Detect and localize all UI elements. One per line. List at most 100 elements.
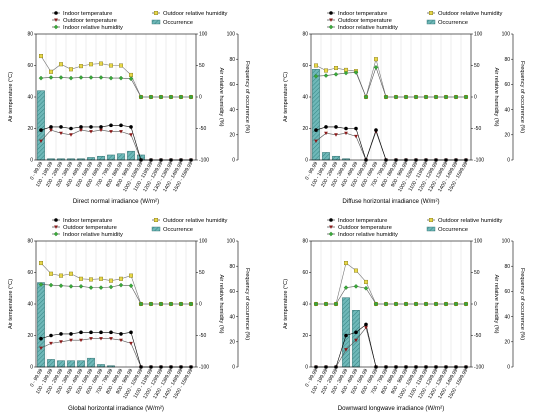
indoor-temp-point (89, 330, 93, 335)
legend-label: Outdoor relative humidity (163, 11, 228, 17)
indoor-temp-point (69, 126, 73, 131)
indoor-rh-point (98, 285, 104, 290)
outdoor-rh-point (88, 277, 93, 282)
indoor-temp-point (109, 330, 113, 335)
rh-axis-title: Air relative humidity (%) (493, 67, 499, 126)
indoor-rh-point (178, 301, 184, 307)
indoor-temp-point (59, 125, 63, 129)
temp-tick-label: 40 (302, 95, 308, 101)
freq-axis-title: Frequency of occurrence (%) (519, 61, 525, 133)
indoor-rh-point (393, 94, 399, 100)
outdoor-rh-point (363, 279, 368, 284)
indoor-temp-point (329, 218, 333, 222)
freq-tick-label: 0 (232, 365, 235, 371)
freq-tick-label: 100 (227, 32, 236, 38)
freq-tick-label: 60 (504, 82, 510, 88)
freq-tick-label: 80 (229, 264, 235, 270)
rh-tick-label: 50 (474, 270, 480, 276)
occurrence-bar (47, 359, 55, 368)
indoor-rh-point (158, 301, 164, 307)
rh-axis-title: Air relative humidity (%) (493, 274, 499, 333)
outdoor-temp-point (344, 131, 348, 136)
indoor-temp-point (39, 128, 43, 132)
indoor-rh-point (373, 301, 379, 307)
indoor-rh-point (128, 283, 134, 289)
series-line (315, 66, 466, 98)
legend-label: Indoor relative humidity (63, 232, 123, 238)
legend-occurrence-swatch (151, 226, 161, 232)
legend-label: Outdoor temperature (338, 18, 392, 24)
outdoor-temp-point (129, 341, 133, 346)
temp-tick-label: 0 (30, 158, 33, 164)
indoor-temp-point (344, 126, 348, 131)
occurrence-bar (97, 155, 105, 161)
rh-tick-label: 100 (474, 239, 483, 245)
indoor-temp-point (54, 11, 58, 15)
indoor-rh-point (363, 285, 369, 291)
indoor-temp-point (39, 336, 43, 341)
outdoor-temp-point (69, 133, 73, 137)
temp-tick-label: 40 (27, 95, 33, 101)
outdoor-rh-point (39, 54, 44, 59)
indoor-rh-point (168, 301, 174, 307)
outdoor-temp-point (99, 337, 103, 341)
temp-axis-title: Air temperature (°C) (283, 72, 289, 122)
outdoor-temp-point (59, 131, 63, 136)
outdoor-rh-point (373, 57, 378, 62)
indoor-temp-point (49, 125, 53, 129)
freq-tick-label: 20 (504, 133, 510, 139)
indoor-temp-point (129, 125, 133, 129)
outdoor-rh-point (428, 10, 433, 15)
rh-tick-label: -100 (199, 158, 209, 164)
indoor-temp-point (329, 11, 333, 15)
indoor-rh-point (148, 301, 154, 307)
legend-occurrence-swatch (151, 19, 161, 25)
legend-label: Indoor temperature (63, 218, 112, 224)
outdoor-rh-point (98, 276, 103, 281)
freq-tick-label: 0 (507, 365, 510, 371)
temp-tick-label: 60 (27, 63, 33, 69)
indoor-temp-point (374, 128, 378, 132)
occurrence-bar (332, 155, 340, 161)
indoor-rh-point (48, 282, 54, 288)
indoor-temp-point (334, 125, 338, 129)
indoor-rh-point (148, 94, 154, 100)
indoor-rh-point (78, 75, 84, 80)
freq-tick-label: 80 (504, 264, 510, 270)
indoor-rh-point (178, 94, 184, 100)
indoor-rh-point (88, 285, 94, 290)
indoor-rh-point (48, 75, 54, 80)
temp-tick-label: 80 (27, 239, 33, 245)
indoor-temp-point (79, 330, 83, 335)
indoor-temp-point (344, 333, 348, 338)
occurrence-bar (312, 69, 320, 161)
indoor-rh-point (403, 301, 409, 307)
indoor-rh-point (333, 301, 339, 307)
freq-tick-label: 0 (507, 158, 510, 164)
indoor-rh-point (98, 75, 104, 80)
indoor-rh-point (118, 282, 124, 288)
rh-tick-label: 0 (199, 95, 202, 101)
indoor-temp-point (59, 332, 63, 336)
indoor-rh-point (58, 75, 64, 80)
outdoor-rh-point (153, 10, 158, 15)
outdoor-temp-point (119, 130, 123, 134)
rh-tick-label: 100 (199, 239, 208, 245)
outdoor-rh-point (68, 271, 73, 276)
temp-tick-label: 0 (30, 365, 33, 371)
legend-label: Indoor relative humidity (63, 25, 123, 31)
indoor-rh-point (463, 94, 469, 100)
rh-tick-label: 50 (474, 63, 480, 69)
rh-tick-label: -50 (199, 126, 206, 132)
outdoor-rh-point (118, 276, 123, 281)
occurrence-bar (342, 297, 350, 368)
indoor-rh-point (328, 24, 334, 30)
outdoor-temp-point (69, 338, 73, 343)
indoor-temp-point (99, 125, 103, 129)
outdoor-rh-point (108, 278, 113, 283)
indoor-rh-point (453, 301, 459, 307)
indoor-rh-point (383, 301, 389, 307)
temp-tick-label: 40 (27, 302, 33, 308)
indoor-rh-point (138, 301, 144, 307)
indoor-rh-point (323, 73, 329, 78)
